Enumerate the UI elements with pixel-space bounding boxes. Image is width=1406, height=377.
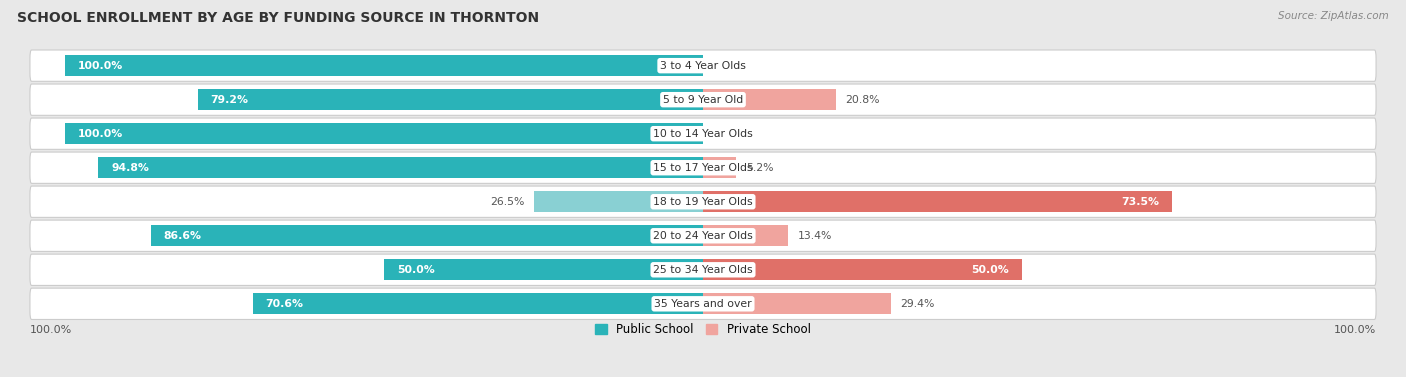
Bar bbox=[703, 89, 835, 110]
Bar bbox=[703, 157, 737, 178]
Text: 3 to 4 Year Olds: 3 to 4 Year Olds bbox=[659, 61, 747, 70]
Text: 79.2%: 79.2% bbox=[211, 95, 249, 105]
Text: 5.2%: 5.2% bbox=[745, 163, 773, 173]
Text: 73.5%: 73.5% bbox=[1121, 197, 1159, 207]
FancyBboxPatch shape bbox=[30, 254, 1376, 285]
Text: 10 to 14 Year Olds: 10 to 14 Year Olds bbox=[654, 129, 752, 139]
FancyBboxPatch shape bbox=[30, 50, 1376, 81]
Text: 100.0%: 100.0% bbox=[1334, 325, 1376, 335]
Text: 50.0%: 50.0% bbox=[396, 265, 434, 275]
Text: 100.0%: 100.0% bbox=[77, 129, 124, 139]
Bar bbox=[65, 123, 703, 144]
Bar bbox=[703, 225, 789, 246]
Text: 100.0%: 100.0% bbox=[77, 61, 124, 70]
Text: SCHOOL ENROLLMENT BY AGE BY FUNDING SOURCE IN THORNTON: SCHOOL ENROLLMENT BY AGE BY FUNDING SOUR… bbox=[17, 11, 538, 25]
Text: 50.0%: 50.0% bbox=[972, 265, 1010, 275]
Text: 13.4%: 13.4% bbox=[799, 231, 832, 241]
Text: 20.8%: 20.8% bbox=[845, 95, 880, 105]
Bar bbox=[253, 293, 703, 314]
Text: 70.6%: 70.6% bbox=[266, 299, 304, 309]
FancyBboxPatch shape bbox=[30, 288, 1376, 319]
Text: 5 to 9 Year Old: 5 to 9 Year Old bbox=[662, 95, 744, 105]
Bar bbox=[198, 89, 703, 110]
Text: 18 to 19 Year Olds: 18 to 19 Year Olds bbox=[654, 197, 752, 207]
FancyBboxPatch shape bbox=[30, 152, 1376, 183]
Bar bbox=[150, 225, 703, 246]
Legend: Public School, Private School: Public School, Private School bbox=[591, 318, 815, 341]
Bar bbox=[65, 55, 703, 76]
Text: 26.5%: 26.5% bbox=[491, 197, 524, 207]
Text: 29.4%: 29.4% bbox=[900, 299, 935, 309]
Bar bbox=[534, 191, 703, 212]
Text: 94.8%: 94.8% bbox=[111, 163, 149, 173]
FancyBboxPatch shape bbox=[30, 220, 1376, 251]
FancyBboxPatch shape bbox=[30, 118, 1376, 149]
Text: 15 to 17 Year Olds: 15 to 17 Year Olds bbox=[654, 163, 752, 173]
Bar bbox=[703, 259, 1022, 280]
Bar bbox=[98, 157, 703, 178]
Text: 25 to 34 Year Olds: 25 to 34 Year Olds bbox=[654, 265, 752, 275]
Bar bbox=[703, 191, 1171, 212]
FancyBboxPatch shape bbox=[30, 84, 1376, 115]
Bar bbox=[384, 259, 703, 280]
Bar bbox=[703, 293, 890, 314]
Text: 100.0%: 100.0% bbox=[30, 325, 72, 335]
Text: 86.6%: 86.6% bbox=[163, 231, 201, 241]
Text: 20 to 24 Year Olds: 20 to 24 Year Olds bbox=[654, 231, 752, 241]
FancyBboxPatch shape bbox=[30, 186, 1376, 218]
Text: 35 Years and over: 35 Years and over bbox=[654, 299, 752, 309]
Text: Source: ZipAtlas.com: Source: ZipAtlas.com bbox=[1278, 11, 1389, 21]
